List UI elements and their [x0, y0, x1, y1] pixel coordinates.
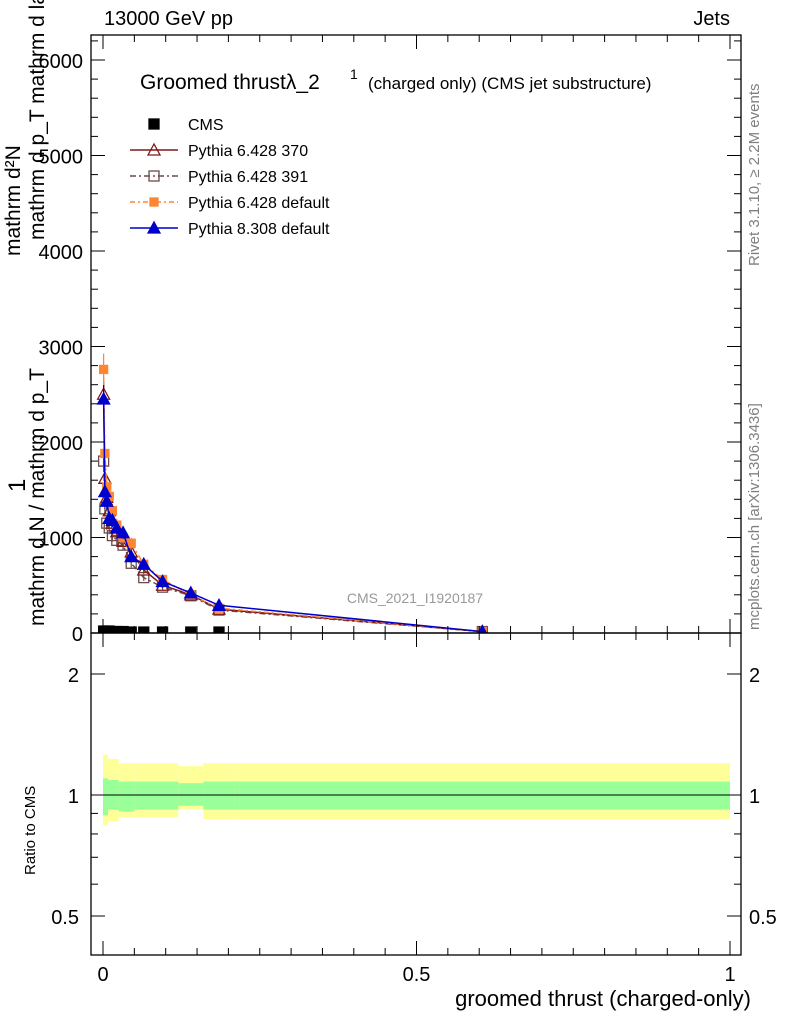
data-point [211, 597, 227, 611]
legend-label: Pythia 8.308 default [188, 221, 330, 238]
ratio-inner-band-bin [178, 783, 204, 806]
legend-title-superscript: 1 [350, 66, 358, 82]
legend-entry: Pythia 6.428 391 [130, 169, 308, 186]
data-point [98, 364, 109, 375]
main-plot-series: CMS_2021_I1920187 [96, 353, 488, 633]
data-point [156, 626, 169, 633]
analysis-watermark: CMS_2021_I1920187 [347, 590, 483, 606]
y-tick-label: 4000 [39, 242, 84, 264]
data-point [105, 512, 120, 526]
legend-label: Pythia 6.428 370 [188, 143, 308, 160]
data-point [125, 626, 137, 633]
ratio-uncertainty-bands [103, 754, 731, 826]
data-point [96, 391, 111, 405]
y-tick-label: 0 [72, 624, 83, 646]
legend-title: Groomed thrustλ_2 [140, 71, 320, 94]
data-point [124, 549, 139, 563]
legend-label: Pythia 6.428 default [188, 195, 330, 212]
legend-label: CMS [188, 117, 224, 134]
x-tick-label: 0 [97, 964, 108, 986]
legend-title-subtitle: (charged only) (CMS jet substructure) [368, 74, 651, 93]
legend-entry: CMS [148, 117, 224, 134]
legend-marker [148, 118, 160, 130]
y-tick-label: 5000 [39, 147, 84, 169]
header-category-label: Jets [693, 8, 730, 30]
x-tick-label: 0.5 [403, 964, 431, 986]
data-point [183, 585, 198, 599]
legend-marker [146, 220, 162, 234]
ratio-tick-label: 0.5 [51, 907, 79, 929]
ratio-tick-label: 1 [68, 786, 79, 808]
series-pythia-8-308-default [96, 384, 488, 633]
ratio-inner-band-bin [134, 781, 179, 810]
y-tick-label: 3000 [39, 338, 84, 360]
legend-marker [149, 197, 159, 207]
ratio-inner-band-bin [203, 781, 235, 810]
data-point [109, 520, 124, 534]
y-tick-label: 6000 [39, 51, 84, 73]
data-point [97, 484, 112, 498]
x-tick-label: 1 [724, 964, 735, 986]
data-point [155, 574, 170, 588]
legend-entry: Pythia 8.308 default [130, 220, 330, 238]
header-process-label: 13000 GeV pp [104, 8, 233, 30]
legend: Groomed thrustλ_2 1 (charged only) (CMS je… [130, 66, 651, 238]
data-point [99, 493, 114, 507]
y-tick-label: 2000 [39, 433, 84, 455]
data-point [126, 538, 136, 548]
data-point [115, 525, 131, 539]
legend-marker [148, 170, 160, 182]
series-cms [97, 625, 225, 633]
data-point [185, 626, 197, 633]
legend-marker [146, 142, 162, 156]
x-axis-label: groomed thrust (charged-only) [455, 986, 751, 1011]
data-point [213, 626, 225, 633]
series-pythia-6-428-391 [97, 450, 488, 633]
ratio-inner-band-bin [234, 781, 731, 810]
ratio-tick-label: 2 [68, 665, 79, 687]
ratio-tick-label-right: 0.5 [749, 907, 777, 929]
data-point [136, 556, 151, 570]
axes: 0 1000 2000 3000 4000 5000 6000 0 0.5 1 0.5 0.5 1 1 2 2 [39, 34, 777, 986]
ratio-inner-band-bin [103, 778, 109, 816]
legend-label: Pythia 6.428 391 [188, 169, 308, 186]
legend-entry: Pythia 6.428 default [130, 195, 330, 212]
legend-entry: Pythia 6.428 370 [130, 142, 308, 160]
ratio-tick-label-right: 2 [749, 665, 760, 687]
y-tick-label: 1000 [39, 529, 84, 551]
data-point [138, 626, 150, 633]
ratio-inner-band-bin [118, 781, 135, 812]
ratio-tick-label-right: 1 [749, 786, 760, 808]
